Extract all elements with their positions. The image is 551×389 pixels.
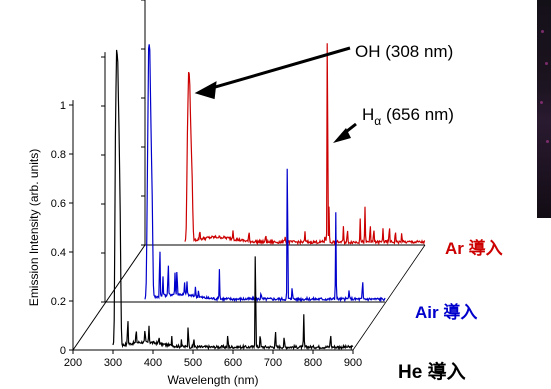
y-tick-label-0: 0 (60, 345, 66, 357)
depth-line-left (72, 244, 146, 351)
y-tick-label-3: 0.6 (51, 198, 66, 210)
oh-annotation-label: OH (308 nm) (355, 42, 453, 61)
series-line-2 (184, 43, 426, 246)
y-tick-label-5: 1 (60, 100, 66, 112)
x-tick-label-5: 700 (264, 357, 282, 369)
h-alpha-annotation-label: Hα (656 nm) (362, 105, 454, 128)
x-tick-label-3: 500 (184, 357, 202, 369)
y-tick-label-1: 0.2 (51, 296, 66, 308)
y-tick-label-4: 0.8 (51, 149, 66, 161)
axes: 0 0.2 0.4 0.6 0.8 1 200 300 400 500 600 700 800 900 Wa… (27, 100, 362, 387)
series-label-1: Air 導入 (415, 302, 477, 322)
x-tick-label-7: 900 (344, 357, 362, 369)
series-line-0 (112, 49, 354, 351)
x-tick-label-4: 600 (224, 357, 242, 369)
x-tick-label-0: 200 (64, 357, 82, 369)
oh-arrow-shaft (204, 46, 351, 92)
annotations: OH (308 nm) Hα (656 nm) (194, 42, 454, 143)
oh-arrow-head (194, 81, 217, 100)
series-layer (112, 43, 426, 351)
y-tick-label-2: 0.4 (51, 247, 66, 259)
x-tick-label-2: 400 (144, 357, 162, 369)
series-labels: He 導入 Air 導入 Ar 導入 (398, 238, 503, 383)
depth-line-right (352, 244, 426, 351)
series-label-0: He 導入 (398, 360, 466, 383)
x-tick-label-1: 300 (104, 357, 122, 369)
x-axis-title: Wavelength (nm) (168, 373, 259, 387)
series-label-2: Ar 導入 (445, 238, 503, 258)
photo-inset (537, 0, 551, 218)
x-tick-label-6: 800 (304, 357, 322, 369)
y-axis-title: Emission Intensity (arb. units) (27, 149, 41, 306)
h-alpha-arrow-head (333, 128, 351, 143)
series-line-1 (144, 44, 386, 303)
chart-frame (72, 0, 426, 351)
